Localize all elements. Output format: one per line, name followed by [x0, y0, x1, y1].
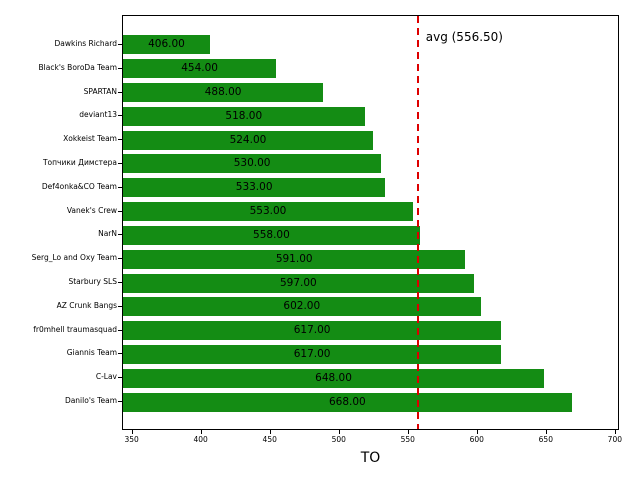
y-tick-label: SPARTAN: [83, 86, 117, 96]
bar-value-label: 591.00: [275, 252, 313, 265]
y-tick-mark: [118, 67, 122, 69]
x-tick-label: 700: [607, 435, 622, 444]
y-tick-mark: [118, 43, 122, 45]
bar: [123, 83, 324, 103]
y-tick-mark: [118, 186, 122, 188]
x-tick-mark: [338, 430, 340, 434]
bar: [123, 368, 545, 388]
y-tick-mark: [118, 377, 122, 379]
y-tick-label: Dawkins Richard: [54, 38, 117, 48]
y-tick-label: Xokkeist Team: [63, 134, 117, 144]
x-tick-mark: [614, 430, 616, 434]
x-tick-mark: [269, 430, 271, 434]
y-tick-label: Vanek's Crew: [66, 205, 117, 215]
bar: [123, 154, 382, 174]
x-tick-mark: [476, 430, 478, 434]
y-tick-mark: [118, 162, 122, 164]
y-tick-mark: [118, 210, 122, 212]
x-tick-mark: [545, 430, 547, 434]
bar-value-label: 602.00: [283, 300, 321, 313]
bar-value-label: 648.00: [315, 371, 352, 384]
plot-area: 406.00 454.00 488.00 518.00 524.00 530.00 533.…: [122, 15, 619, 430]
bar-value-label: 530.00: [233, 157, 271, 170]
x-tick-label: 400: [193, 435, 208, 444]
bar-value-label: 406.00: [148, 38, 185, 51]
bar: [123, 344, 502, 364]
x-tick-label: 450: [262, 435, 277, 444]
y-tick-label: Danilo's Team: [64, 396, 117, 406]
bar: [123, 178, 386, 198]
y-tick-label: Топчики Димстера: [42, 157, 117, 167]
x-axis-label: TO: [360, 450, 381, 466]
y-tick-label: Def4onka&CO Team: [41, 181, 117, 191]
bar: [123, 249, 466, 269]
y-tick-label: deviant13: [79, 110, 117, 120]
x-tick-label: 550: [400, 435, 415, 444]
y-tick-mark: [118, 401, 122, 403]
bar: [123, 106, 365, 126]
y-tick-mark: [118, 258, 122, 260]
bar-value-label: 533.00: [235, 181, 273, 194]
bar: [123, 35, 210, 55]
x-tick-label: 350: [124, 435, 139, 444]
y-tick-mark: [118, 91, 122, 93]
x-tick-label: 600: [469, 435, 484, 444]
bar-value-label: 617.00: [293, 347, 331, 360]
y-tick-label: Black's BoroDa Team: [38, 62, 117, 72]
bar: [123, 273, 474, 293]
bar-value-label: 597.00: [279, 276, 317, 289]
y-tick-mark: [118, 353, 122, 355]
bar: [123, 225, 420, 245]
y-tick-label: C-Lav: [95, 372, 117, 382]
y-tick-label: fr0mhell traumasquad: [33, 324, 117, 334]
avg-line: [416, 16, 419, 429]
bar-value-label: 454.00: [181, 62, 218, 75]
bar-value-label: 524.00: [229, 133, 267, 146]
bar-value-label: 668.00: [328, 395, 366, 408]
y-tick-label: Serg_Lo and Oxy Team: [31, 253, 117, 263]
bar: [123, 392, 572, 412]
avg-annotation: avg (556.50): [425, 30, 503, 44]
bar-value-label: 488.00: [204, 86, 242, 99]
y-tick-label: AZ Crunk Bangs: [56, 300, 117, 310]
x-tick-label: 500: [331, 435, 346, 444]
y-tick-label: Starbury SLS: [68, 277, 117, 287]
bar-value-label: 553.00: [249, 205, 287, 218]
x-tick-label: 650: [538, 435, 553, 444]
y-tick-mark: [118, 305, 122, 307]
y-tick-mark: [118, 139, 122, 141]
bar: [123, 130, 373, 150]
bar-value-label: 518.00: [225, 109, 263, 122]
x-tick-mark: [131, 430, 133, 434]
bar: [123, 59, 277, 79]
bar-value-label: 617.00: [293, 324, 331, 337]
y-tick-mark: [118, 115, 122, 117]
bar-value-label: 558.00: [253, 228, 290, 241]
bar: [123, 297, 481, 317]
x-tick-mark: [200, 430, 202, 434]
bar: [123, 202, 413, 222]
y-tick-mark: [118, 329, 122, 331]
y-tick-mark: [118, 234, 122, 236]
y-tick-label: NarN: [98, 229, 117, 239]
x-tick-mark: [407, 430, 409, 434]
y-tick-label: Giannis Team: [66, 348, 117, 358]
y-tick-mark: [118, 282, 122, 284]
bar: [123, 321, 502, 341]
